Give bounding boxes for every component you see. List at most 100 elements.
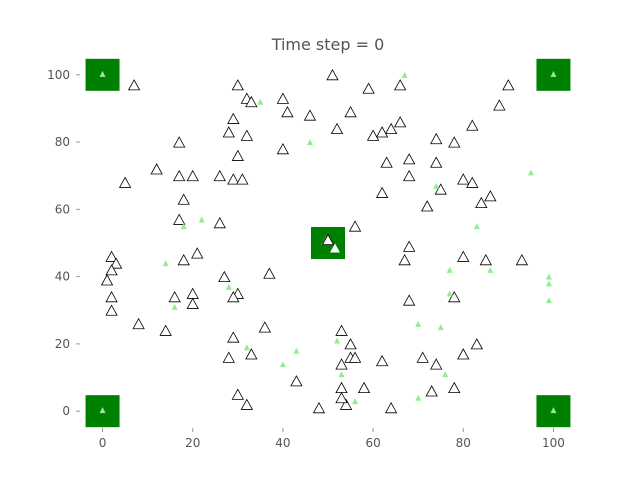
outline-triangle-point	[457, 173, 470, 185]
x-tick-label: 0	[99, 436, 107, 450]
outline-triangle-point	[335, 358, 348, 370]
outline-triangle-point	[470, 338, 483, 350]
y-tick-label: 80	[55, 135, 70, 149]
outline-triangle-point	[344, 338, 357, 350]
y-tick-label: 0	[62, 404, 70, 418]
outline-triangle-point	[231, 149, 244, 161]
outline-triangle-point	[448, 136, 461, 148]
outline-triangle-point	[344, 105, 357, 118]
outline-triangle-point	[430, 156, 443, 168]
x-tick-label: 60	[365, 436, 380, 450]
outline-triangle-point	[421, 200, 434, 212]
outline-triangle-point	[109, 257, 123, 269]
green-triangle-point	[415, 394, 422, 401]
green-triangle-point	[487, 266, 494, 273]
outline-triangle-point	[326, 68, 339, 81]
green-square-point	[85, 395, 120, 428]
outline-triangle-point	[475, 196, 488, 209]
green-triangle-point	[446, 290, 453, 297]
outline-triangle-point	[236, 173, 249, 185]
outline-triangle-point	[177, 193, 190, 205]
green-triangle-point	[415, 320, 422, 327]
outline-triangle-point	[398, 253, 411, 266]
outline-triangle-point	[493, 99, 506, 111]
outline-triangle-point	[173, 213, 186, 225]
outline-triangle-point	[515, 253, 529, 266]
plot-area	[85, 58, 571, 428]
y-tick-label: 100	[47, 68, 70, 82]
outline-triangle-point	[213, 216, 226, 229]
green-triangle-point	[306, 139, 313, 146]
x-tick-label: 80	[456, 436, 471, 450]
outline-triangle-point	[263, 267, 276, 279]
green-triangle-point	[198, 216, 205, 223]
outline-triangle-point	[281, 105, 294, 118]
y-tick-label: 60	[55, 202, 70, 216]
y-tick-label: 40	[55, 270, 70, 284]
outline-triangle-point	[457, 250, 470, 262]
outline-triangle-point	[502, 79, 515, 91]
green-square-point	[536, 395, 571, 428]
green-triangle-point	[442, 371, 449, 378]
outline-triangle-point	[348, 351, 362, 363]
outline-triangle-point	[191, 247, 204, 259]
outline-triangle-point	[466, 119, 479, 131]
outline-triangle-point	[168, 290, 181, 303]
outline-triangle-point	[222, 351, 235, 363]
x-tick-label: 100	[542, 436, 565, 450]
outline-triangle-point	[186, 287, 199, 299]
outline-triangle-point	[335, 324, 348, 336]
outline-triangle-point	[312, 401, 326, 414]
outline-triangle-point	[416, 351, 429, 363]
green-triangle-point	[437, 324, 444, 331]
outline-triangle-point	[348, 220, 362, 232]
outline-triangle-point	[118, 176, 132, 188]
green-triangle-point	[243, 344, 250, 351]
outline-triangle-point	[240, 398, 254, 410]
outline-triangle-point	[484, 190, 497, 202]
outline-triangle-point	[222, 126, 235, 138]
outline-triangle-point	[258, 321, 272, 333]
outline-triangle-point	[105, 264, 118, 276]
outline-triangle-point	[402, 294, 416, 306]
outline-triangle-point	[448, 381, 461, 394]
outline-triangle-point	[362, 82, 375, 94]
chart-title: Time step = 0	[271, 35, 385, 54]
green-triangle-point	[527, 169, 534, 176]
outline-triangle-point	[380, 156, 393, 168]
outline-triangle-point	[466, 176, 479, 188]
green-triangle-point	[446, 266, 453, 273]
outline-triangle-point	[335, 381, 348, 394]
outline-triangle-point	[430, 132, 443, 145]
green-triangle-point	[334, 337, 341, 344]
outline-triangle-point	[245, 348, 258, 360]
green-triangle-point	[433, 182, 440, 189]
outline-triangle-point	[227, 331, 240, 343]
outline-triangle-point	[384, 122, 398, 135]
outline-triangle-point	[330, 122, 344, 135]
outline-triangle-point	[105, 304, 118, 316]
outline-triangle-point	[290, 375, 303, 387]
outline-triangle-point	[105, 250, 118, 262]
outline-triangle-point	[173, 169, 186, 182]
x-tick-label: 40	[275, 436, 290, 450]
outline-triangle-point	[339, 398, 353, 410]
green-triangle-point	[473, 223, 480, 230]
outline-triangle-point	[335, 391, 348, 404]
outline-triangle-point	[276, 92, 290, 104]
outline-triangle-point	[321, 233, 335, 246]
green-triangle-point	[293, 347, 300, 354]
outline-triangle-point	[105, 290, 118, 303]
green-triangle-point	[279, 361, 286, 368]
green-triangle-point	[162, 260, 169, 267]
outline-triangle-point	[186, 297, 199, 309]
outline-triangle-point	[218, 270, 231, 283]
green-triangle-point	[352, 398, 359, 405]
outline-triangle-point	[402, 169, 416, 182]
green-triangle-point	[545, 297, 552, 304]
y-tick-label: 20	[55, 337, 70, 351]
outline-triangle-point	[457, 348, 470, 360]
green-triangle-point	[545, 273, 552, 280]
